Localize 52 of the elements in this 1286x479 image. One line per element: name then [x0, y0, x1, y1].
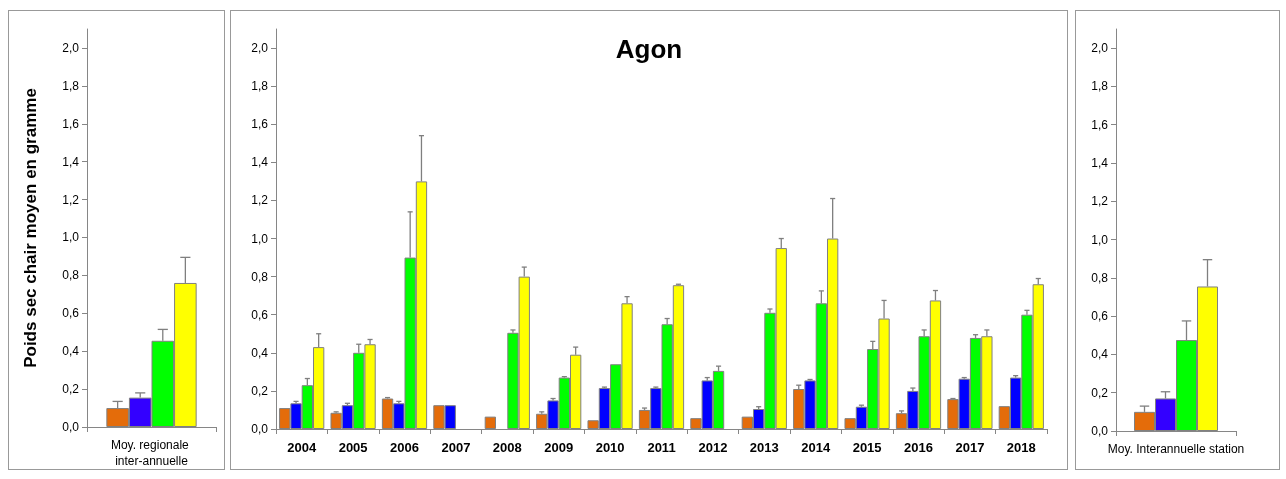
y-tick-label: 0,6	[1091, 309, 1109, 324]
x-tick-label: 2008	[492, 439, 522, 455]
y-tick-label: 1,4	[62, 154, 80, 169]
y-tick-label: 1,0	[251, 231, 269, 246]
x-tick-label: 2004	[287, 439, 317, 455]
y-tick-label: 1,2	[62, 192, 80, 207]
y-tick-label: 0,8	[1091, 270, 1109, 285]
chart-title: Agon	[615, 34, 683, 64]
x-tick-label: 2013	[749, 439, 779, 455]
x-tick-label: 2007	[441, 439, 471, 455]
x-tick-label: 2017	[955, 439, 985, 455]
x-tick-label: Moy. regionale inter-annuelle	[110, 438, 193, 468]
y-tick-label: 0,6	[62, 306, 80, 321]
x-tick-label: 2018	[1006, 439, 1036, 455]
x-tick-label: 2016	[904, 439, 933, 455]
y-tick-label: 0,2	[1091, 385, 1109, 400]
y-tick-label: 1,2	[1091, 194, 1109, 209]
x-tick-label: 2015	[852, 439, 882, 455]
y-tick-label: 0,0	[62, 420, 80, 434]
y-tick-label: 1,4	[1091, 156, 1109, 170]
y-tick-label: 2,0	[1091, 41, 1109, 56]
y-tick-label: 2,0	[62, 40, 80, 55]
y-tick-label: 1,0	[62, 230, 80, 245]
x-tick-label: 2012	[698, 439, 728, 455]
y-tick-label: 0,8	[62, 268, 80, 283]
y-tick-label: 0,0	[251, 422, 269, 436]
x-tick-label: 2005	[338, 439, 368, 455]
x-tick-label: 2009	[544, 439, 574, 455]
y-tick-label: 0,8	[251, 269, 269, 284]
x-tick-label: 2010	[595, 439, 625, 455]
y-tick-label: 0,2	[251, 383, 269, 398]
y-tick-label: 1,6	[62, 116, 80, 131]
y-tick-label: 1,8	[62, 78, 80, 93]
y-tick-label: 1,4	[251, 155, 269, 170]
y-tick-label: 1,6	[251, 117, 269, 132]
y-tick-label: 1,6	[1091, 117, 1109, 132]
x-tick-label: 2011	[647, 439, 676, 455]
y-axis-title: Poids sec chair moyen en gramme	[21, 88, 40, 368]
y-tick-label: 0,4	[1091, 347, 1109, 362]
y-tick-label: 2,0	[251, 41, 269, 56]
x-tick-label: 2006	[390, 439, 419, 455]
y-tick-label: 1,8	[251, 79, 269, 94]
y-tick-label: 1,0	[1091, 232, 1109, 247]
y-tick-label: 0,4	[251, 345, 269, 360]
y-tick-label: 1,2	[251, 193, 269, 208]
y-tick-label: 0,4	[62, 344, 80, 359]
y-tick-label: 0,6	[251, 307, 269, 322]
y-tick-label: 0,2	[62, 382, 80, 397]
x-tick-label: Moy. Interannuelle station	[1107, 442, 1245, 456]
y-tick-label: 1,8	[1091, 79, 1109, 94]
x-tick-label: 2014	[801, 439, 831, 455]
y-tick-label: 0,0	[1091, 424, 1109, 438]
